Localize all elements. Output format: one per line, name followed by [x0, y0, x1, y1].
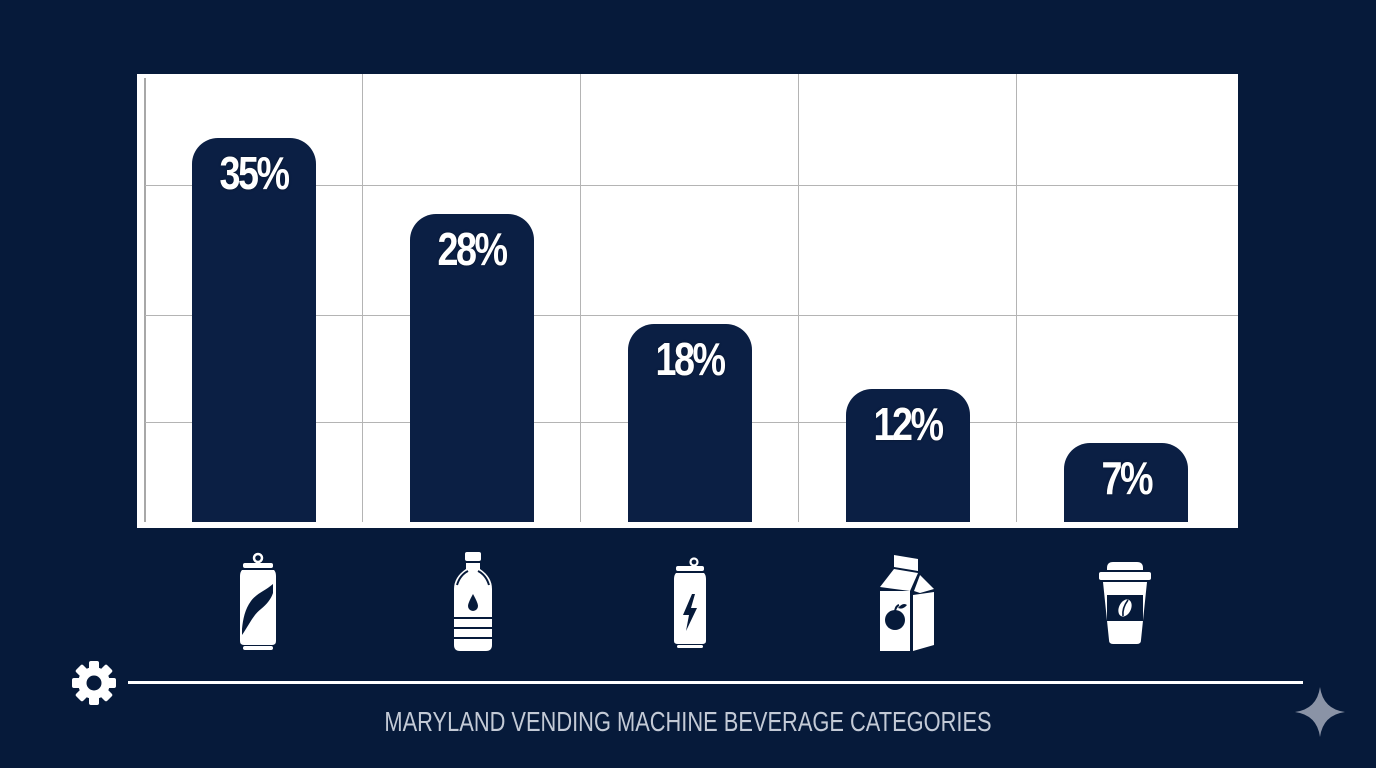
gear-icon[interactable]	[71, 660, 117, 706]
bar-energy-drinks: 18%	[628, 324, 752, 522]
bar-value-label: 12%	[873, 398, 945, 450]
gridline-horizontal	[145, 185, 1238, 186]
chart-title: MARYLAND VENDING MACHINE BEVERAGE CATEGO…	[384, 706, 992, 737]
gridline-vertical	[580, 74, 581, 522]
bar-value-label: 35%	[219, 147, 291, 199]
bar-soda: 35%	[192, 138, 316, 522]
juice-carton-icon	[867, 548, 947, 654]
coffee-cup-icon	[1085, 548, 1165, 654]
bar-value-label: 18%	[655, 333, 727, 385]
sparkle-icon	[1295, 687, 1345, 737]
y-axis-line	[144, 78, 146, 522]
water-bottle-icon	[433, 548, 513, 654]
energy-drink-can-icon	[650, 548, 730, 654]
gridline-vertical	[798, 74, 799, 522]
chart-panel: 35% 28% 18% 12% 7%	[137, 74, 1238, 528]
bar-coffee: 7%	[1064, 443, 1188, 522]
bar-value-label: 7%	[1101, 452, 1153, 504]
bar-juice: 12%	[846, 389, 970, 522]
gridline-horizontal	[145, 315, 1238, 316]
gridline-vertical	[362, 74, 363, 522]
bar-water: 28%	[410, 214, 534, 522]
footer-divider-line	[128, 681, 1303, 684]
soda-can-icon	[215, 548, 295, 654]
gridline-vertical	[1016, 74, 1017, 522]
bar-value-label: 28%	[437, 223, 509, 275]
